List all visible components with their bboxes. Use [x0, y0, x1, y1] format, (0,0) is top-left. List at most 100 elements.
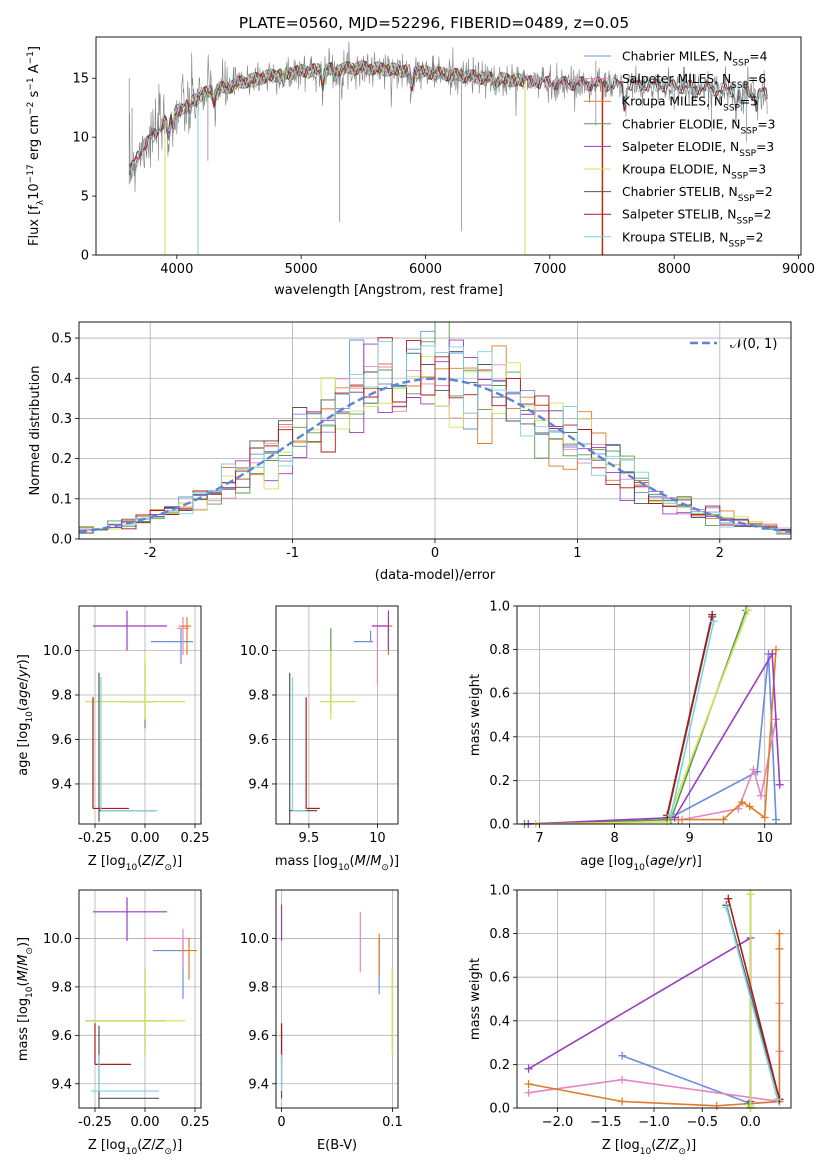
series-line — [528, 936, 752, 1102]
x-tick-label: 8000 — [658, 262, 691, 277]
model-spectrum-line — [129, 60, 768, 167]
legend-label: Salpeter ELODIE, NSSP=3 — [622, 140, 774, 159]
y-tick-label: 9.6 — [51, 733, 72, 748]
mass_vs_ebv-panel: 0 0.1 9.4 9.6 9.8 10.0 E(B-V) — [240, 889, 403, 1153]
legend-label: Kroupa STELIB, NSSP=2 — [622, 230, 763, 249]
y-tick-label: 9.6 — [248, 1029, 269, 1044]
x-axis-label: Z [log10(Z/Z⊙)] — [88, 854, 182, 873]
axes-frame — [78, 321, 792, 540]
x-tick-label: 9 — [686, 831, 694, 846]
y-tick-label: 10.0 — [240, 644, 269, 659]
axis-label: mass [log10(M/M⊙)] — [275, 854, 399, 873]
legend-label: Salpeter STELIB, NSSP=2 — [622, 208, 772, 227]
y-tick-label: 1.0 — [489, 884, 510, 899]
x-tick-label: 9000 — [782, 262, 815, 277]
model-spectrum-line — [129, 60, 768, 171]
normal-curve — [79, 377, 791, 534]
legend-label: Kroupa MILES, NSSP=5 — [622, 95, 758, 114]
y-tick-label: 15 — [72, 72, 89, 87]
axes-frame — [95, 36, 802, 256]
spectrum-panel: 4000 5000 6000 7000 8000 9000 0 5 10 15 wavelength… — [26, 36, 815, 298]
axis-label: age [log10(age/yr)] — [580, 854, 702, 873]
massweight_vs_age-panel: 7 8 9 10 0.0 0.2 0.4 0.6 0.8 1.0 mass weight age [l… — [468, 600, 792, 873]
x-axis-label: (data-model)/error — [375, 568, 496, 583]
y-tick-label: 0.0 — [489, 1102, 510, 1117]
series-line — [725, 907, 779, 1100]
y-tick-label: 0.5 — [51, 332, 72, 347]
figure-title: PLATE=0560, MJD=52296, FIBERID=0489, z=0… — [239, 14, 629, 32]
axis-label: mass [log10(M/M⊙)] — [16, 937, 35, 1061]
legend-label: Kroupa ELODIE, NSSP=3 — [622, 163, 766, 182]
age_vs_mass-panel: 9.5 10 9.4 9.6 9.8 10.0 mass [log10(M/M⊙)] — [240, 605, 399, 873]
x-tick-label: -0.25 — [78, 1115, 112, 1130]
x-tick-label: 10 — [369, 831, 386, 846]
y-tick-label: 0.6 — [489, 971, 510, 986]
axes-frame — [275, 889, 399, 1109]
x-tick-label: 0.0 — [740, 1115, 761, 1130]
series-line — [678, 649, 777, 821]
x-tick-label: 4000 — [160, 262, 193, 277]
x-axis-label: E(B-V) — [317, 1138, 357, 1153]
residuals-panel: -2 -1 0 1 2 0.0 0.1 0.2 0.3 0.4 0.5 𝒩(0, 1) (data-mo… — [28, 321, 792, 583]
y-tick-label: 1.0 — [489, 600, 510, 615]
age_vs_Z-panel: -0.25 0.00 0.25 9.4 9.6 9.8 10.0 Z [log10(Z/Z⊙)… — [16, 605, 209, 873]
y-tick-label: 9.8 — [248, 688, 269, 703]
series-line — [528, 651, 781, 824]
axes-frame — [78, 889, 202, 1109]
x-axis-label: Z [log10(Z/Z⊙)] — [602, 1138, 696, 1157]
x-tick-label: −0.5 — [686, 1115, 718, 1130]
legend-label: Chabrier ELODIE, NSSP=3 — [622, 117, 775, 136]
x-tick-label: 1 — [573, 546, 581, 561]
series-line — [727, 898, 781, 1100]
x-tick-label: 6000 — [409, 262, 442, 277]
y-axis-label: mass weight — [468, 674, 483, 756]
y-tick-label: 0.2 — [489, 774, 510, 789]
legend-label: Chabrier STELIB, NSSP=2 — [622, 185, 773, 204]
x-axis-label: wavelength [Angstrom, rest frame] — [274, 283, 503, 298]
axis-label: age [log10(age/yr)] — [16, 654, 35, 776]
x-tick-label: 0 — [431, 546, 439, 561]
y-axis-label: Flux [fλ10−17 erg cm−2 s−1 A−1] — [26, 46, 46, 246]
mass_vs_Z-panel: -0.25 0.00 0.25 9.4 9.6 9.8 10.0 Z [log10(Z/Z⊙)… — [16, 889, 210, 1157]
y-tick-label: 0.2 — [51, 452, 72, 467]
x-tick-label: 8 — [610, 831, 618, 846]
y-tick-label: 9.6 — [248, 733, 269, 748]
series-line — [670, 621, 715, 816]
y-tick-label: 10.0 — [43, 644, 72, 659]
y-tick-label: 0.8 — [489, 927, 510, 942]
x-axis-label: Z [log10(Z/Z⊙)] — [88, 1138, 182, 1157]
y-tick-label: 9.4 — [51, 1077, 72, 1092]
y-tick-label: 9.8 — [51, 980, 72, 995]
y-tick-label: 9.4 — [51, 777, 72, 792]
x-tick-label: -1 — [286, 546, 299, 561]
x-tick-label: 10 — [756, 831, 773, 846]
y-tick-label: 10 — [72, 131, 89, 146]
series-line — [535, 610, 749, 824]
y-tick-label: 0.0 — [51, 533, 72, 548]
y-tick-label: 0.6 — [489, 687, 510, 702]
legend-label: 𝒩(0, 1) — [730, 337, 777, 352]
x-tick-label: -2 — [144, 546, 157, 561]
y-tick-label: 0.8 — [489, 643, 510, 658]
y-tick-label: 0.3 — [51, 412, 72, 427]
series-line — [524, 610, 747, 824]
y-tick-label: 0.1 — [51, 492, 72, 507]
x-tick-label: 0.00 — [131, 1115, 160, 1130]
y-tick-label: 10.0 — [240, 932, 269, 947]
y-tick-label: 0.4 — [489, 730, 510, 745]
y-axis-label: mass weight — [468, 958, 483, 1040]
x-tick-label: 9.5 — [299, 831, 320, 846]
y-tick-label: 9.4 — [248, 1077, 269, 1092]
massweight_vs_Z-panel: −2.0 −1.5 −1.0 −0.5 0.0 0.0 0.2 0.4 0.6 0.8 1.0 mas… — [468, 884, 792, 1157]
y-tick-label: 9.4 — [248, 777, 269, 792]
y-tick-label: 5 — [81, 190, 89, 205]
x-tick-label: 7000 — [533, 262, 566, 277]
series-line — [666, 614, 713, 816]
axes-frame — [516, 889, 792, 1109]
x-tick-label: −2.0 — [542, 1115, 574, 1130]
y-tick-label: 9.8 — [51, 688, 72, 703]
axes-frame — [275, 605, 399, 825]
legend-label: Salpeter MILES, NSSP=6 — [622, 72, 766, 91]
x-tick-label: 0.25 — [181, 1115, 210, 1130]
